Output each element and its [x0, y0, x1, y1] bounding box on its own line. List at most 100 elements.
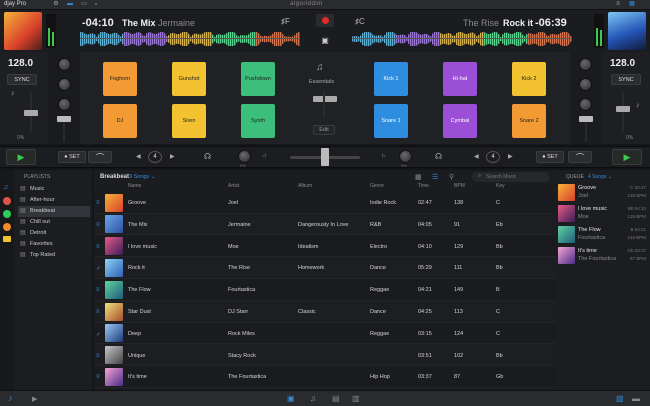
deck-right-play-button[interactable]: ▶: [612, 149, 642, 165]
queue-icon[interactable]: ≡: [96, 374, 100, 381]
table-row[interactable]: [94, 301, 556, 323]
sampler-left-pad[interactable]: Synth: [241, 104, 275, 138]
deck-left-waveform[interactable]: [80, 32, 300, 46]
column-header-time[interactable]: Time: [418, 183, 429, 189]
deck-right-loop-next-icon[interactable]: ▶: [508, 154, 513, 160]
deck-left-sync-button[interactable]: SYNC: [7, 74, 37, 85]
sampler-right-pad[interactable]: Kick 2: [512, 62, 546, 96]
deck-left-loop-length[interactable]: 4: [148, 151, 162, 163]
filter-icon[interactable]: ⚲: [449, 174, 455, 181]
sampler-right-pad[interactable]: Hi-hat: [443, 62, 477, 96]
queue-icon[interactable]: ≡: [96, 243, 100, 250]
deck-left-low-knob[interactable]: [58, 98, 71, 111]
sidebar-item-favorites[interactable]: ▤ Favorites: [18, 239, 90, 250]
library-view-icon[interactable]: ▣: [287, 394, 295, 403]
table-row[interactable]: [94, 279, 556, 301]
table-row[interactable]: [94, 366, 556, 388]
sampler-left-pad[interactable]: DJ: [103, 104, 137, 138]
deck-right-volume-fader[interactable]: [579, 116, 593, 122]
folder-icon[interactable]: [3, 236, 11, 242]
column-header-artist[interactable]: Artist: [228, 183, 240, 189]
deck-right-loop-length[interactable]: 4: [486, 151, 500, 163]
headphones-icon[interactable]: ☊: [204, 152, 212, 161]
column-header-key[interactable]: Key: [496, 183, 505, 189]
deck-right-cue-set-button[interactable]: ● SET: [536, 151, 564, 163]
two-decks-icon[interactable]: ▭: [81, 1, 87, 7]
soundcloud-icon[interactable]: [3, 223, 11, 231]
list-view-icon[interactable]: ☰: [432, 174, 439, 181]
gear-icon[interactable]: ⚙: [53, 1, 59, 7]
deck-left-loop-next-icon[interactable]: ▶: [170, 154, 175, 160]
sampler-left-pad[interactable]: Siren: [172, 104, 206, 138]
sidebar-item-top-rated[interactable]: ▤ Top Rated: [18, 250, 90, 261]
table-row[interactable]: [94, 235, 556, 258]
deck-left-volume-fader[interactable]: [57, 116, 71, 122]
grid-icon[interactable]: ▦: [629, 1, 635, 7]
table-row[interactable]: [94, 192, 556, 214]
deck-right-pitch-slider[interactable]: [616, 106, 630, 112]
record-button[interactable]: [316, 14, 334, 27]
deck-right-high-knob[interactable]: [579, 58, 592, 71]
sidebar-toggle-icon[interactable]: ▧: [616, 394, 624, 403]
queue-icon[interactable]: ≡: [96, 200, 100, 206]
library-song-count[interactable]: 9 Songs ⌄: [129, 174, 156, 180]
panel-toggle-icon[interactable]: ▬: [632, 394, 640, 403]
deck-left-high-knob[interactable]: [58, 58, 71, 71]
sampler-right-pad[interactable]: Kick 1: [374, 62, 408, 96]
layout-toggle-icon[interactable]: ▬: [67, 1, 73, 7]
video-library-icon[interactable]: ▶: [32, 396, 38, 403]
sampler-right-pad[interactable]: Cymbal: [443, 104, 477, 138]
sampler-left-pad[interactable]: Foghorn: [103, 62, 137, 96]
queue-icon[interactable]: ≡: [96, 352, 100, 359]
sampler-set-label[interactable]: Essentials: [309, 79, 335, 85]
deck-right-waveform[interactable]: [352, 32, 572, 46]
column-header-name[interactable]: Name: [128, 183, 142, 189]
deck-right-loop-prev-icon[interactable]: ◀: [474, 154, 479, 160]
sampler-right-pad[interactable]: Snare 1: [374, 104, 408, 138]
table-row[interactable]: [94, 257, 556, 279]
deck-right-low-knob[interactable]: [579, 98, 592, 111]
deck-right-sync-button[interactable]: SYNC: [611, 74, 641, 85]
table-row[interactable]: [94, 344, 556, 367]
queue-song-count[interactable]: 4 Songs ⌄: [588, 174, 612, 180]
queue-icon[interactable]: ≡: [96, 287, 100, 294]
eq-icon[interactable]: ≡: [616, 1, 620, 7]
deck-right-filter-knob[interactable]: [399, 150, 412, 163]
deck-left-loop-prev-icon[interactable]: ◀: [136, 154, 141, 160]
deck-left-pitch-slider[interactable]: [24, 110, 38, 116]
sampler-edit-button[interactable]: Edit: [313, 125, 335, 135]
deck-left-cue-set-button[interactable]: ● SET: [58, 151, 86, 163]
sampler-left-pad[interactable]: Pushdown: [241, 62, 275, 96]
crossfader-handle[interactable]: [321, 148, 329, 166]
history-icon[interactable]: ▤: [332, 394, 340, 403]
sidebar-item-chill-out[interactable]: ▤ Chill out: [18, 217, 90, 228]
charts-icon[interactable]: ▥: [352, 394, 360, 403]
sampler-right-pad[interactable]: Snare 2: [512, 104, 546, 138]
column-header-genre[interactable]: Genre: [370, 183, 384, 189]
deck-right-scratch-button[interactable]: ⌒: [568, 151, 592, 163]
queue-icon[interactable]: ≡: [96, 221, 100, 228]
playlist-add-icon[interactable]: ♫: [310, 394, 316, 403]
deck-left-play-button[interactable]: ▶: [6, 149, 36, 165]
queue-icon[interactable]: ≡: [96, 309, 100, 315]
table-row[interactable]: [94, 213, 556, 236]
sampler-volume-slider[interactable]: [313, 96, 337, 102]
music-note-icon[interactable]: ♪: [8, 393, 13, 403]
column-header-album[interactable]: Album: [298, 183, 313, 189]
video-icon[interactable]: ▣: [321, 36, 329, 45]
headphones-icon[interactable]: ☊: [435, 152, 443, 161]
music-library-icon[interactable]: ♫: [3, 184, 9, 191]
deck-left-mid-knob[interactable]: [58, 78, 71, 91]
search-input[interactable]: ⌕ Search Music: [472, 172, 550, 182]
grid-view-icon[interactable]: ▦: [415, 174, 422, 181]
itunes-icon[interactable]: [3, 197, 11, 205]
sidebar-item-breakbeat[interactable]: ▤ Breakbeat: [18, 206, 90, 217]
sidebar-item-detroit[interactable]: ▤ Detroit: [18, 228, 90, 239]
spotify-icon[interactable]: [3, 210, 11, 218]
sampler-left-pad[interactable]: Gunshot: [172, 62, 206, 96]
deck-right-mid-knob[interactable]: [579, 78, 592, 91]
table-row[interactable]: [94, 322, 556, 345]
sidebar-item-after-hour[interactable]: ▤ After-hour: [18, 195, 90, 206]
chevron-down-icon[interactable]: ⌄: [93, 1, 99, 7]
played-check-icon[interactable]: ✓: [96, 266, 102, 273]
